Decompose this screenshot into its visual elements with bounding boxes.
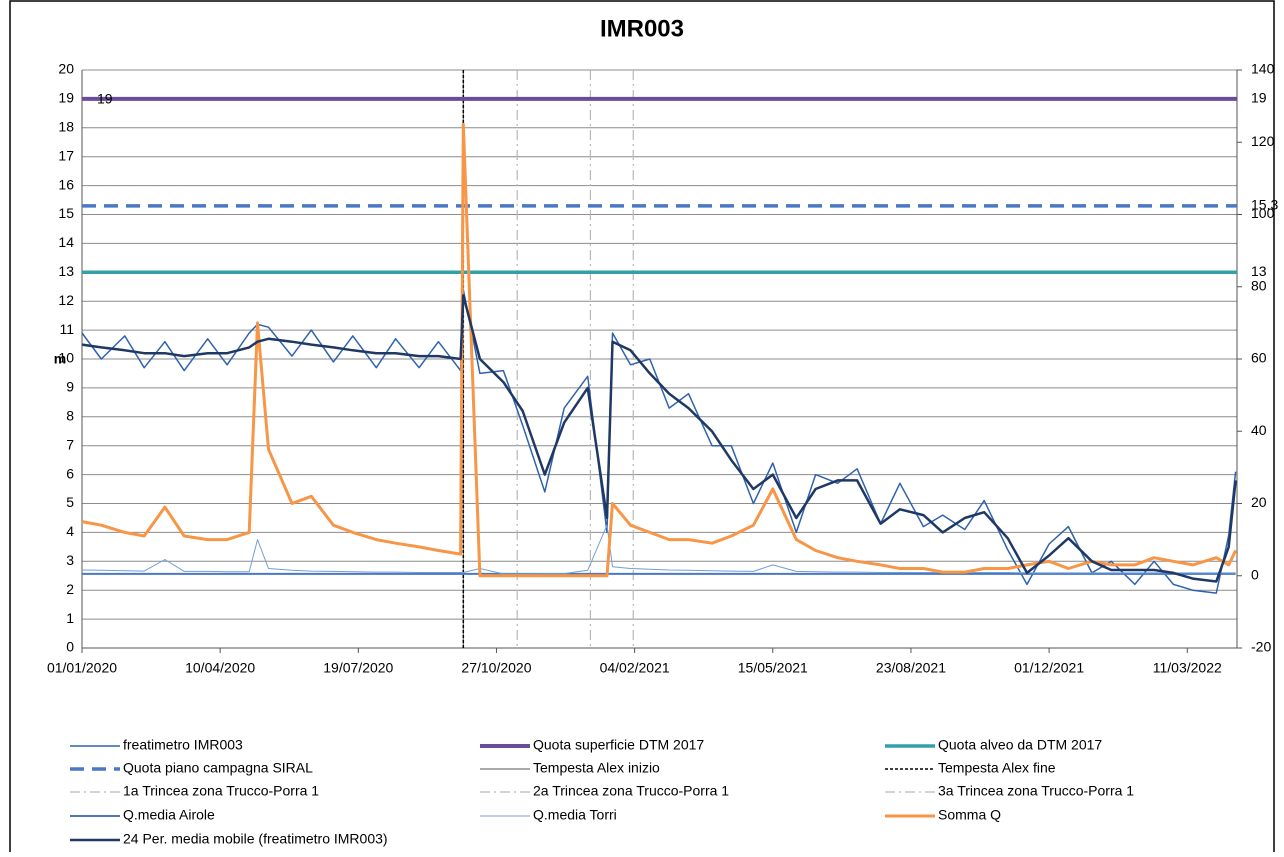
series-line [81, 524, 1236, 575]
y-tick-label: 13 [58, 263, 74, 279]
y-tick-label: 5 [66, 494, 74, 510]
y-tick-label: 18 [58, 119, 74, 135]
y-tick-label: 15 [58, 205, 74, 221]
y2-tick-label: 120 [1251, 133, 1275, 149]
legend-label: 1a Trincea zona Trucco-Porra 1 [123, 783, 319, 799]
y-tick-label: 0 [66, 639, 74, 655]
y2-tick-label: -20 [1251, 639, 1271, 655]
legend-label: Q.media Airole [123, 807, 215, 823]
y-tick-label: 3 [66, 552, 74, 568]
y2-tick-label: 80 [1251, 277, 1267, 293]
legend-label: 3a Trincea zona Trucco-Porra 1 [938, 783, 1134, 799]
y2-tick-label: 60 [1251, 350, 1267, 366]
legend-label: Q.media Torri [533, 807, 617, 823]
y-tick-label: 17 [58, 147, 74, 163]
legend-label: Tempesta Alex inizio [533, 760, 660, 776]
legend-label: 24 Per. media mobile (freatimetro IMR003… [123, 831, 388, 847]
y-tick-label: 12 [58, 292, 74, 308]
y-tick-label: 4 [66, 523, 74, 539]
legend-label: Somma Q [938, 807, 1001, 823]
y-tick-label: 14 [58, 234, 74, 250]
legend-label: Quota superficie DTM 2017 [533, 737, 704, 753]
x-tick-label: 01/12/2021 [1014, 660, 1084, 676]
legend-label: Quota alveo da DTM 2017 [938, 737, 1102, 753]
reference-label: 15.3 [1251, 197, 1278, 213]
y2-tick-label: 100 [1251, 205, 1275, 221]
y-tick-label: 6 [66, 465, 74, 481]
x-tick-label: 19/07/2020 [323, 660, 393, 676]
chart-frame [9, 0, 1275, 857]
y2-tick-label: 40 [1251, 422, 1267, 438]
y-tick-label: 19 [58, 90, 74, 106]
y-tick-label: 20 [58, 61, 74, 77]
y-tick-label: 11 [59, 321, 74, 337]
x-tick-label: 11/03/2022 [1153, 660, 1222, 676]
y-tick-label: 8 [66, 408, 74, 424]
x-tick-label: 23/08/2021 [876, 660, 946, 676]
y-tick-label: 9 [66, 379, 74, 395]
legend-label: Quota piano campagna SIRAL [123, 760, 313, 776]
legend-label: Tempesta Alex fine [938, 760, 1056, 776]
y2-tick-label: 0 [1251, 566, 1259, 582]
reference-label: 19 [97, 91, 113, 107]
reference-label: 19 [1251, 90, 1267, 106]
y-tick-label: 1 [66, 610, 74, 626]
legend-label: 2a Trincea zona Trucco-Porra 1 [533, 783, 729, 799]
x-tick-label: 04/02/2021 [600, 660, 670, 676]
x-tick-label: 27/10/2020 [461, 660, 531, 676]
y-tick-label: 10 [58, 350, 74, 366]
x-tick-label: 10/04/2020 [185, 660, 255, 676]
y2-tick-label: 140 [1251, 61, 1275, 77]
y-tick-label: 7 [66, 436, 74, 452]
legend-label: freatimetro IMR003 [123, 737, 243, 753]
series-line [81, 294, 1237, 583]
x-tick-label: 15/05/2021 [738, 660, 808, 676]
series-line [81, 122, 1237, 578]
y2-tick-label: 20 [1251, 494, 1267, 510]
y-tick-label: 2 [66, 581, 74, 597]
chart-title: IMR003 [600, 15, 684, 42]
reference-label: 13 [1251, 263, 1267, 279]
y-axis-label: m [54, 351, 66, 367]
y-tick-label: 16 [58, 176, 74, 192]
x-tick-label: 01/01/2020 [47, 660, 117, 676]
